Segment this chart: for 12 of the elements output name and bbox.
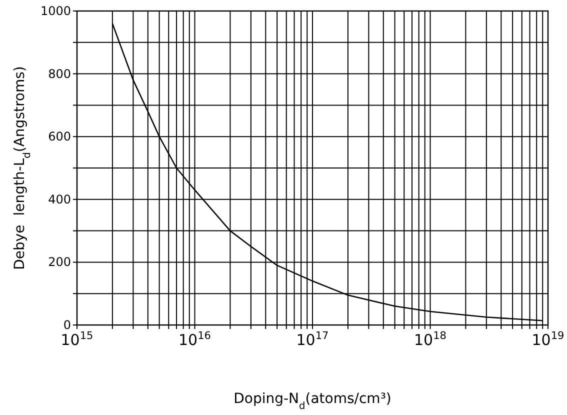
x-tick-label: 10$^{16}$	[178, 330, 212, 349]
x-axis-title: Doping-N$_{d}$(atoms/cm³)	[234, 391, 392, 412]
x-tick-label: 10$^{17}$	[296, 330, 329, 349]
y-tick-label: 600	[48, 130, 71, 144]
x-tick-label: 10$^{18}$	[414, 330, 446, 349]
y-tick-label: 1000	[40, 4, 71, 18]
y-tick-label: 0	[63, 318, 71, 332]
y-tick-label: 400	[48, 192, 71, 206]
y-tick-label: 800	[48, 66, 71, 81]
y-tick-label: 200	[48, 255, 71, 270]
x-tick-label: 10$^{15}$	[60, 330, 94, 349]
x-tick-label: 10$^{19}$	[532, 330, 564, 349]
